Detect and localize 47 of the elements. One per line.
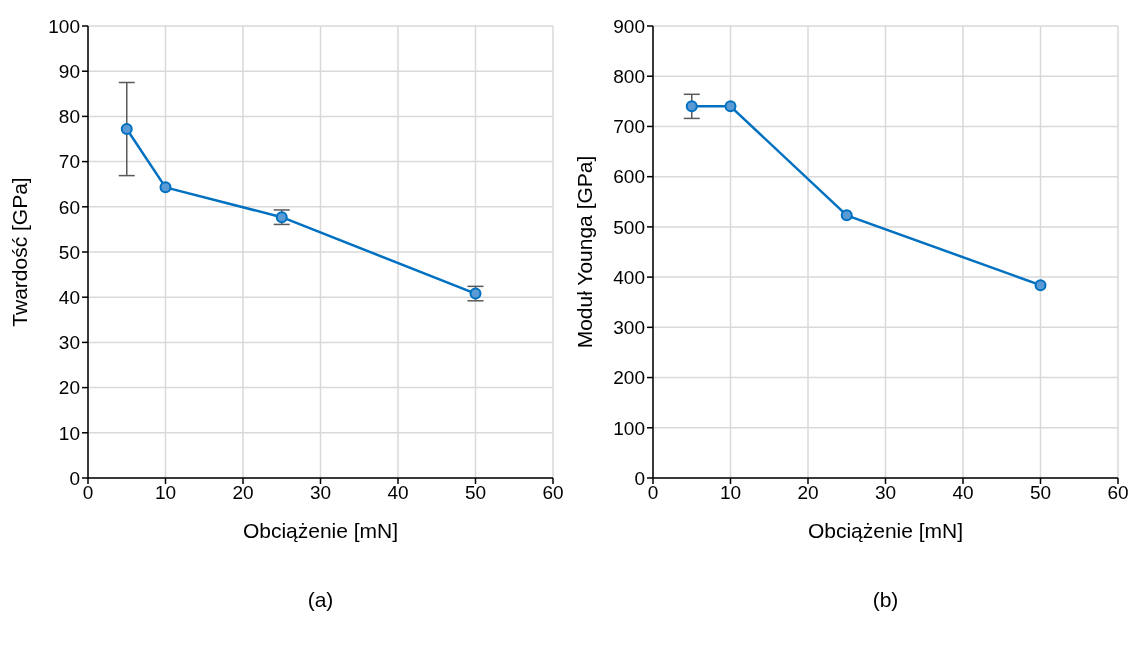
x-axis-title: Obciążenie [mN] — [242, 519, 399, 542]
y-tick-label: 10 — [58, 422, 80, 444]
x-tick-label: 20 — [232, 482, 254, 504]
x-tick-label: 40 — [952, 482, 974, 504]
y-tick-label: 100 — [613, 417, 645, 439]
y-tick-label: 70 — [58, 151, 80, 173]
x-tick-label: 60 — [542, 482, 564, 504]
y-tick-label: 50 — [58, 241, 80, 263]
y-tick-label: 300 — [613, 317, 645, 339]
text: (a) — [306, 588, 335, 612]
x-axis-title: Obciążenie [mN] — [807, 519, 964, 542]
y-axis-title: Twardość [GPa] — [8, 177, 32, 327]
point — [840, 209, 853, 222]
y-tick-label: 100 — [48, 15, 80, 37]
x-tick-label: 30 — [309, 482, 332, 504]
point — [1034, 279, 1047, 292]
x-tick-label: 10 — [719, 482, 742, 504]
y-tick-label: 600 — [613, 166, 645, 188]
text: (b) — [871, 588, 900, 612]
y-tick-label: 40 — [58, 286, 80, 308]
y-tick-label: 400 — [613, 266, 645, 288]
x-tick-label: 10 — [154, 482, 177, 504]
y-tick-label: 0 — [634, 467, 645, 489]
y-tick-label: 800 — [613, 65, 645, 87]
point — [120, 123, 133, 136]
y-tick-label: 0 — [69, 467, 80, 489]
point — [159, 181, 172, 194]
y-tick-label: 700 — [613, 116, 645, 138]
x-tick-label: 60 — [1107, 482, 1129, 504]
y-tick-label: 20 — [58, 377, 80, 399]
x-tick-label: 0 — [647, 482, 659, 504]
point — [724, 100, 737, 113]
point — [685, 100, 698, 113]
y-tick-label: 60 — [58, 196, 80, 218]
x-tick-label: 40 — [387, 482, 409, 504]
y-tick-label: 30 — [58, 332, 80, 354]
y-tick-label: 900 — [613, 15, 645, 37]
y-axis-title: Moduł Younga [GPa] — [573, 155, 597, 349]
y-tick-label: 500 — [613, 216, 645, 238]
y-tick-label: 200 — [613, 367, 645, 389]
x-tick-label: 0 — [82, 482, 94, 504]
y-tick-label: 80 — [58, 106, 80, 128]
x-tick-label: 30 — [874, 482, 897, 504]
x-tick-label: 50 — [464, 482, 487, 504]
y-tick-label: 90 — [58, 60, 80, 82]
x-tick-label: 50 — [1029, 482, 1052, 504]
x-tick-label: 20 — [797, 482, 819, 504]
